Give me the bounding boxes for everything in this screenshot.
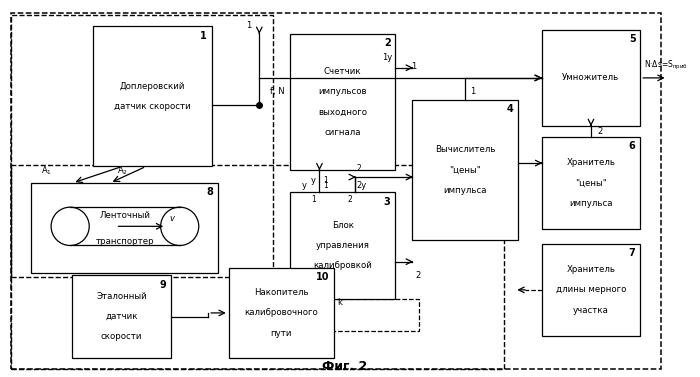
- Bar: [542, 137, 641, 229]
- Text: 1: 1: [323, 176, 328, 185]
- Ellipse shape: [160, 207, 199, 245]
- Bar: [72, 275, 171, 358]
- Text: 2y: 2y: [357, 181, 367, 190]
- Bar: [330, 299, 419, 331]
- Text: Ленточный: Ленточный: [99, 211, 150, 220]
- Bar: [11, 164, 504, 369]
- Text: управления: управления: [316, 241, 370, 250]
- Text: Умножитель: Умножитель: [562, 74, 620, 83]
- Text: калибровочного: калибровочного: [244, 308, 318, 317]
- Text: Вычислитель: Вычислитель: [435, 145, 496, 154]
- Text: 10: 10: [316, 272, 330, 282]
- Text: "цены": "цены": [575, 178, 607, 187]
- Text: пути: пути: [271, 329, 292, 338]
- Text: A$_1$: A$_1$: [41, 165, 52, 177]
- Text: Эталонный: Эталонный: [96, 292, 147, 301]
- Text: 1: 1: [323, 181, 328, 190]
- Text: калибровкой: калибровкой: [313, 261, 372, 270]
- Text: "цены": "цены": [449, 166, 481, 175]
- Text: 1: 1: [412, 61, 416, 70]
- Text: транспортер: транспортер: [96, 237, 154, 245]
- Bar: [412, 100, 518, 240]
- Text: скорости: скорости: [101, 333, 142, 342]
- Ellipse shape: [51, 207, 89, 245]
- Text: импульса: импульса: [569, 199, 612, 208]
- Text: 1: 1: [470, 87, 476, 97]
- Text: импульса: импульса: [443, 186, 487, 195]
- Text: 1: 1: [312, 195, 316, 204]
- Text: 1y: 1y: [382, 53, 392, 62]
- Text: 7: 7: [629, 248, 636, 258]
- Text: 1: 1: [200, 31, 207, 41]
- Text: 2: 2: [384, 38, 391, 48]
- Text: 5: 5: [629, 34, 636, 44]
- Text: Хранитель: Хранитель: [566, 265, 615, 274]
- Text: k: k: [337, 298, 342, 307]
- Text: Накопитель: Накопитель: [254, 288, 309, 297]
- Text: импульсов: импульсов: [318, 87, 367, 96]
- Text: 2: 2: [416, 271, 421, 280]
- Text: 2: 2: [357, 164, 361, 173]
- Text: 6: 6: [629, 141, 636, 151]
- Text: f, N: f, N: [270, 87, 284, 95]
- Bar: [542, 30, 641, 126]
- Text: 2: 2: [347, 195, 352, 204]
- Text: выходного: выходного: [318, 107, 367, 116]
- Bar: [542, 244, 641, 336]
- Text: 3: 3: [384, 197, 391, 207]
- Bar: [229, 268, 334, 358]
- Text: Хранитель: Хранитель: [566, 158, 615, 167]
- Text: 9: 9: [160, 280, 166, 290]
- Text: Счетчик: Счетчик: [324, 67, 361, 76]
- Text: 8: 8: [206, 187, 214, 198]
- Text: y: y: [311, 176, 316, 185]
- Text: 4: 4: [506, 104, 513, 115]
- Text: Фиг. 2: Фиг. 2: [322, 360, 367, 373]
- Text: y: y: [302, 181, 307, 190]
- Text: датчик скорости: датчик скорости: [114, 102, 190, 111]
- Text: датчик: датчик: [105, 312, 138, 321]
- Bar: [290, 192, 396, 299]
- Text: длины мерного: длины мерного: [556, 285, 626, 294]
- Text: 2: 2: [598, 127, 603, 136]
- Text: участка: участка: [573, 306, 609, 315]
- Bar: [32, 183, 218, 273]
- Bar: [11, 15, 273, 277]
- Text: Доплеровский: Доплеровский: [120, 82, 185, 91]
- Text: сигнала: сигнала: [324, 128, 361, 137]
- Text: Блок: Блок: [332, 221, 354, 230]
- Bar: [92, 26, 211, 166]
- Text: v: v: [169, 214, 174, 223]
- Text: A$_2$: A$_2$: [117, 165, 127, 177]
- Text: N·$\Delta$s=S$_{\mathsf{приб}}$: N·$\Delta$s=S$_{\mathsf{приб}}$: [644, 59, 687, 72]
- Bar: [290, 34, 396, 170]
- Text: 1: 1: [246, 21, 251, 30]
